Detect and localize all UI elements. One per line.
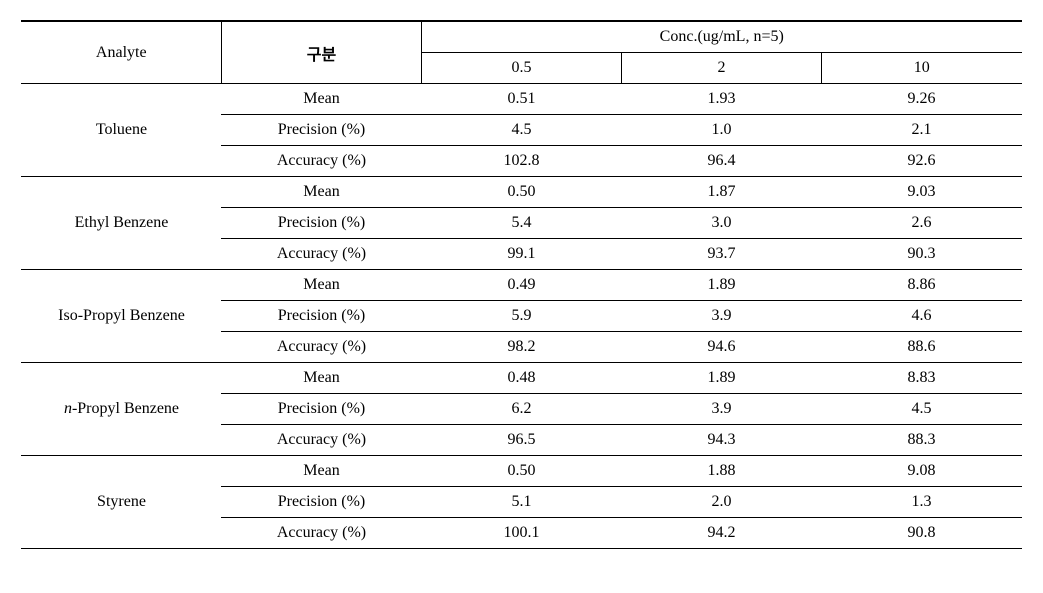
value-cell: 1.0 [621,115,821,146]
value-cell: 5.4 [421,208,621,239]
metric-label: Accuracy (%) [221,518,421,549]
value-cell: 1.3 [821,487,1021,518]
value-cell: 0.50 [421,177,621,208]
value-cell: 9.26 [821,84,1021,115]
metric-label: Precision (%) [221,208,421,239]
value-cell: 0.51 [421,84,621,115]
metric-label: Precision (%) [221,301,421,332]
analyte-name: Iso-Propyl Benzene [21,270,221,363]
header-gubun: 구분 [221,21,421,84]
value-cell: 1.87 [621,177,821,208]
value-cell: 3.9 [621,301,821,332]
analyte-suffix: -Propyl Benzene [72,400,179,417]
value-cell: 2.1 [821,115,1021,146]
metric-label: Accuracy (%) [221,146,421,177]
table-header: Analyte 구분 Conc.(ug/mL, n=5) 0.5 2 10 [21,21,1021,84]
analyte-prefix: n [64,400,72,417]
analyte-name: n-Propyl Benzene [21,363,221,456]
value-cell: 88.3 [821,425,1021,456]
value-cell: 100.1 [421,518,621,549]
analyte-name: Styrene [21,456,221,549]
metric-label: Precision (%) [221,487,421,518]
value-cell: 2.0 [621,487,821,518]
value-cell: 1.88 [621,456,821,487]
value-cell: 1.89 [621,363,821,394]
analyte-table: Analyte 구분 Conc.(ug/mL, n=5) 0.5 2 10 To… [21,20,1021,549]
metric-label: Accuracy (%) [221,332,421,363]
table-row: Ethyl BenzeneMean0.501.879.03 [21,177,1021,208]
value-cell: 4.5 [421,115,621,146]
value-cell: 4.5 [821,394,1021,425]
value-cell: 99.1 [421,239,621,270]
metric-label: Mean [221,456,421,487]
value-cell: 5.1 [421,487,621,518]
table-row: n-Propyl BenzeneMean0.481.898.83 [21,363,1021,394]
value-cell: 9.08 [821,456,1021,487]
value-cell: 3.9 [621,394,821,425]
header-conc-0: 0.5 [421,53,621,84]
metric-label: Precision (%) [221,115,421,146]
value-cell: 102.8 [421,146,621,177]
value-cell: 98.2 [421,332,621,363]
value-cell: 6.2 [421,394,621,425]
value-cell: 4.6 [821,301,1021,332]
metric-label: Mean [221,270,421,301]
table-row: Iso-Propyl BenzeneMean0.491.898.86 [21,270,1021,301]
value-cell: 2.6 [821,208,1021,239]
metric-label: Accuracy (%) [221,239,421,270]
header-analyte: Analyte [21,21,221,84]
table-body: TolueneMean0.511.939.26Precision (%)4.51… [21,84,1021,549]
value-cell: 1.93 [621,84,821,115]
value-cell: 90.3 [821,239,1021,270]
header-conc-2: 10 [821,53,1021,84]
value-cell: 94.6 [621,332,821,363]
value-cell: 93.7 [621,239,821,270]
metric-label: Mean [221,84,421,115]
metric-label: Precision (%) [221,394,421,425]
value-cell: 94.3 [621,425,821,456]
value-cell: 96.5 [421,425,621,456]
metric-label: Mean [221,177,421,208]
metric-label: Accuracy (%) [221,425,421,456]
value-cell: 8.86 [821,270,1021,301]
table-row: TolueneMean0.511.939.26 [21,84,1021,115]
analyte-name: Ethyl Benzene [21,177,221,270]
metric-label: Mean [221,363,421,394]
value-cell: 94.2 [621,518,821,549]
value-cell: 3.0 [621,208,821,239]
value-cell: 0.50 [421,456,621,487]
value-cell: 92.6 [821,146,1021,177]
value-cell: 1.89 [621,270,821,301]
header-conc-1: 2 [621,53,821,84]
value-cell: 88.6 [821,332,1021,363]
table-row: StyreneMean0.501.889.08 [21,456,1021,487]
value-cell: 5.9 [421,301,621,332]
value-cell: 8.83 [821,363,1021,394]
value-cell: 0.48 [421,363,621,394]
value-cell: 96.4 [621,146,821,177]
header-conc-title: Conc.(ug/mL, n=5) [421,21,1021,53]
value-cell: 0.49 [421,270,621,301]
value-cell: 90.8 [821,518,1021,549]
value-cell: 9.03 [821,177,1021,208]
analyte-name: Toluene [21,84,221,177]
